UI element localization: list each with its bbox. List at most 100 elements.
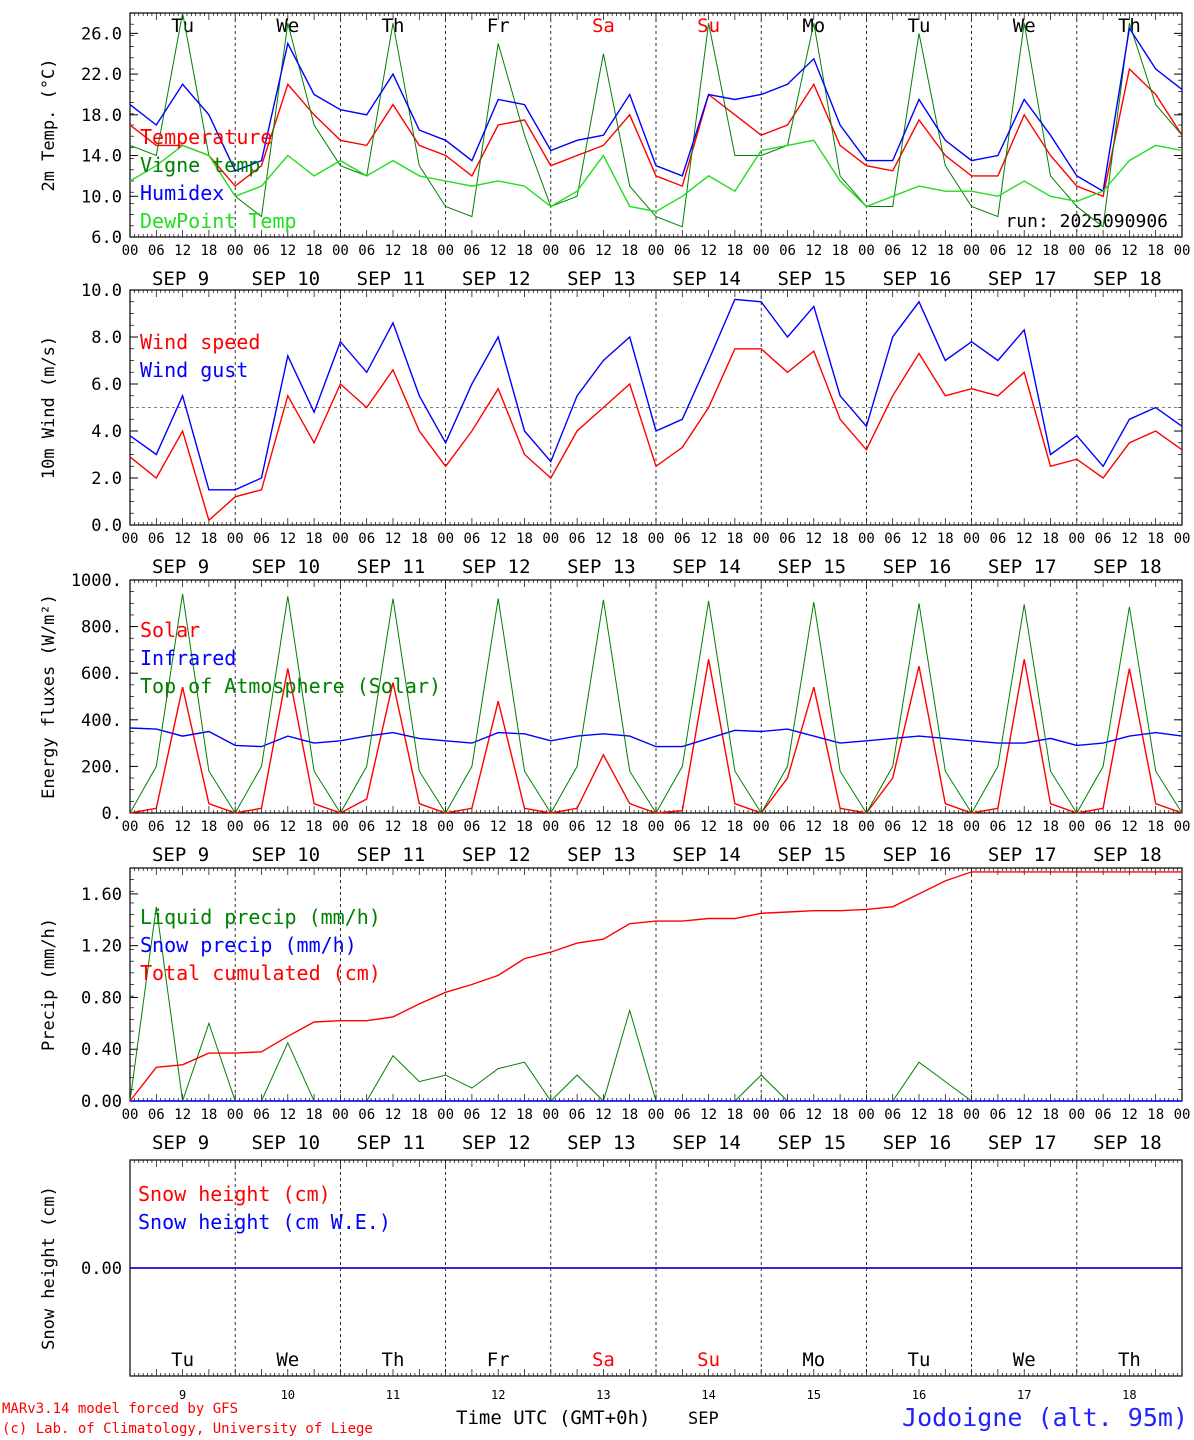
- hour-label: 18: [621, 1107, 638, 1123]
- hour-label: 12: [490, 819, 507, 835]
- hour-label: 12: [1016, 531, 1033, 547]
- hour-label: 18: [306, 243, 323, 259]
- date-label: SEP 12: [462, 556, 531, 578]
- day-number: 16: [912, 1388, 926, 1402]
- hour-label: 18: [1147, 243, 1164, 259]
- hour-label: 06: [358, 819, 375, 835]
- day-abbrev: Mo: [802, 1349, 825, 1371]
- y-axis-label: Snow height (cm): [39, 1186, 59, 1350]
- hour-label: 12: [490, 243, 507, 259]
- hour-label: 18: [1042, 1107, 1059, 1123]
- legend-entry: Snow height (cm W.E.): [138, 1210, 391, 1234]
- date-label: SEP 10: [251, 844, 320, 866]
- day-number: 17: [1017, 1388, 1031, 1402]
- series-line-top-of-atmosphere-solar-: [129, 593, 1183, 814]
- footer-model-credit: MARv3.14 model forced by GFS: [2, 1401, 238, 1417]
- date-label: SEP 15: [777, 556, 846, 578]
- hour-label: 12: [385, 243, 402, 259]
- y-tick-label: 0.: [102, 804, 122, 824]
- y-tick-label: 0.0: [91, 516, 122, 536]
- date-label: SEP 18: [1093, 268, 1162, 290]
- hour-label: 00: [753, 531, 770, 547]
- legend-entry: Temperature: [140, 125, 272, 149]
- date-label: SEP 13: [567, 1132, 636, 1154]
- legend-entry: Top of Atmosphere (Solar): [140, 674, 441, 698]
- date-label: SEP 12: [462, 268, 531, 290]
- date-label: SEP 10: [251, 268, 320, 290]
- hour-label: 06: [989, 819, 1006, 835]
- hour-label: 12: [1121, 243, 1138, 259]
- hour-label: 12: [1121, 531, 1138, 547]
- y-tick-label: 0.40: [81, 1040, 122, 1060]
- legend-entry: DewPoint Temp: [140, 209, 297, 233]
- legend-entry: Humidex: [140, 181, 224, 205]
- hour-label: 00: [1174, 819, 1191, 835]
- hour-label: 12: [490, 531, 507, 547]
- date-label: SEP 9: [152, 844, 209, 866]
- legend-entry: Wind speed: [140, 330, 260, 354]
- hour-label: 06: [989, 243, 1006, 259]
- y-tick-label: 0.00: [81, 1092, 122, 1112]
- day-number: 10: [281, 1388, 295, 1402]
- hour-label: 18: [516, 243, 533, 259]
- hour-label: 12: [174, 1107, 191, 1123]
- hour-label: 06: [1095, 531, 1112, 547]
- hour-label: 12: [805, 531, 822, 547]
- hour-label: 00: [963, 243, 980, 259]
- hour-label: 00: [1068, 1107, 1085, 1123]
- date-label: SEP 17: [988, 556, 1057, 578]
- hour-label: 12: [911, 243, 928, 259]
- hour-label: 06: [253, 819, 270, 835]
- hour-label: 06: [989, 531, 1006, 547]
- y-axis-label: Energy fluxes (W/m²): [39, 594, 59, 799]
- hour-label: 12: [279, 819, 296, 835]
- hour-label: 06: [989, 1107, 1006, 1123]
- hour-label: 06: [148, 1107, 165, 1123]
- month-label: SEP: [688, 1409, 719, 1429]
- hour-label: 06: [358, 531, 375, 547]
- day-abbrev: Th: [1118, 1349, 1141, 1371]
- hour-label: 12: [385, 531, 402, 547]
- series-line-dewpoint-temp: [129, 139, 1183, 213]
- hour-label: 00: [648, 243, 665, 259]
- date-label: SEP 11: [357, 844, 426, 866]
- date-label: SEP 15: [777, 268, 846, 290]
- hour-label: 00: [227, 243, 244, 259]
- hour-label: 18: [1147, 819, 1164, 835]
- date-label: SEP 11: [357, 268, 426, 290]
- hour-label: 12: [911, 1107, 928, 1123]
- legend-entry: Solar: [140, 618, 200, 642]
- date-label: SEP 18: [1093, 1132, 1162, 1154]
- hour-label: 12: [911, 531, 928, 547]
- day-abbrev: Sa: [592, 15, 615, 37]
- hour-label: 00: [332, 1107, 349, 1123]
- hour-label: 18: [411, 1107, 428, 1123]
- hour-label: 06: [674, 819, 691, 835]
- y-tick-label: 10.0: [81, 187, 122, 207]
- date-label: SEP 14: [672, 844, 741, 866]
- panel-0: 6.0 10.0 14.0 18.0 22.0 26.0 2m Temp. (°C) 00 06…: [39, 12, 1191, 290]
- hour-label: 06: [1095, 1107, 1112, 1123]
- hour-label: 18: [726, 243, 743, 259]
- hour-label: 00: [227, 1107, 244, 1123]
- series-line-wind-gust: [129, 298, 1183, 491]
- y-tick-label: 18.0: [81, 106, 122, 126]
- date-label: SEP 13: [567, 844, 636, 866]
- hour-label: 00: [753, 819, 770, 835]
- time-axis-label: Time UTC (GMT+0h): [456, 1407, 650, 1429]
- hour-label: 06: [463, 243, 480, 259]
- hour-label: 00: [437, 531, 454, 547]
- legend-entry: Wind gust: [140, 358, 248, 382]
- hour-label: 06: [463, 819, 480, 835]
- legend-entry: Snow height (cm): [138, 1182, 331, 1206]
- hour-label: 06: [148, 243, 165, 259]
- hour-label: 12: [700, 531, 717, 547]
- hour-label: 00: [227, 531, 244, 547]
- hour-label: 06: [463, 1107, 480, 1123]
- hour-label: 00: [1174, 243, 1191, 259]
- hour-label: 18: [832, 1107, 849, 1123]
- y-tick-label: 600.: [81, 664, 122, 684]
- hour-label: 18: [1042, 819, 1059, 835]
- hour-label: 06: [358, 243, 375, 259]
- day-abbrev: Tu: [908, 15, 931, 37]
